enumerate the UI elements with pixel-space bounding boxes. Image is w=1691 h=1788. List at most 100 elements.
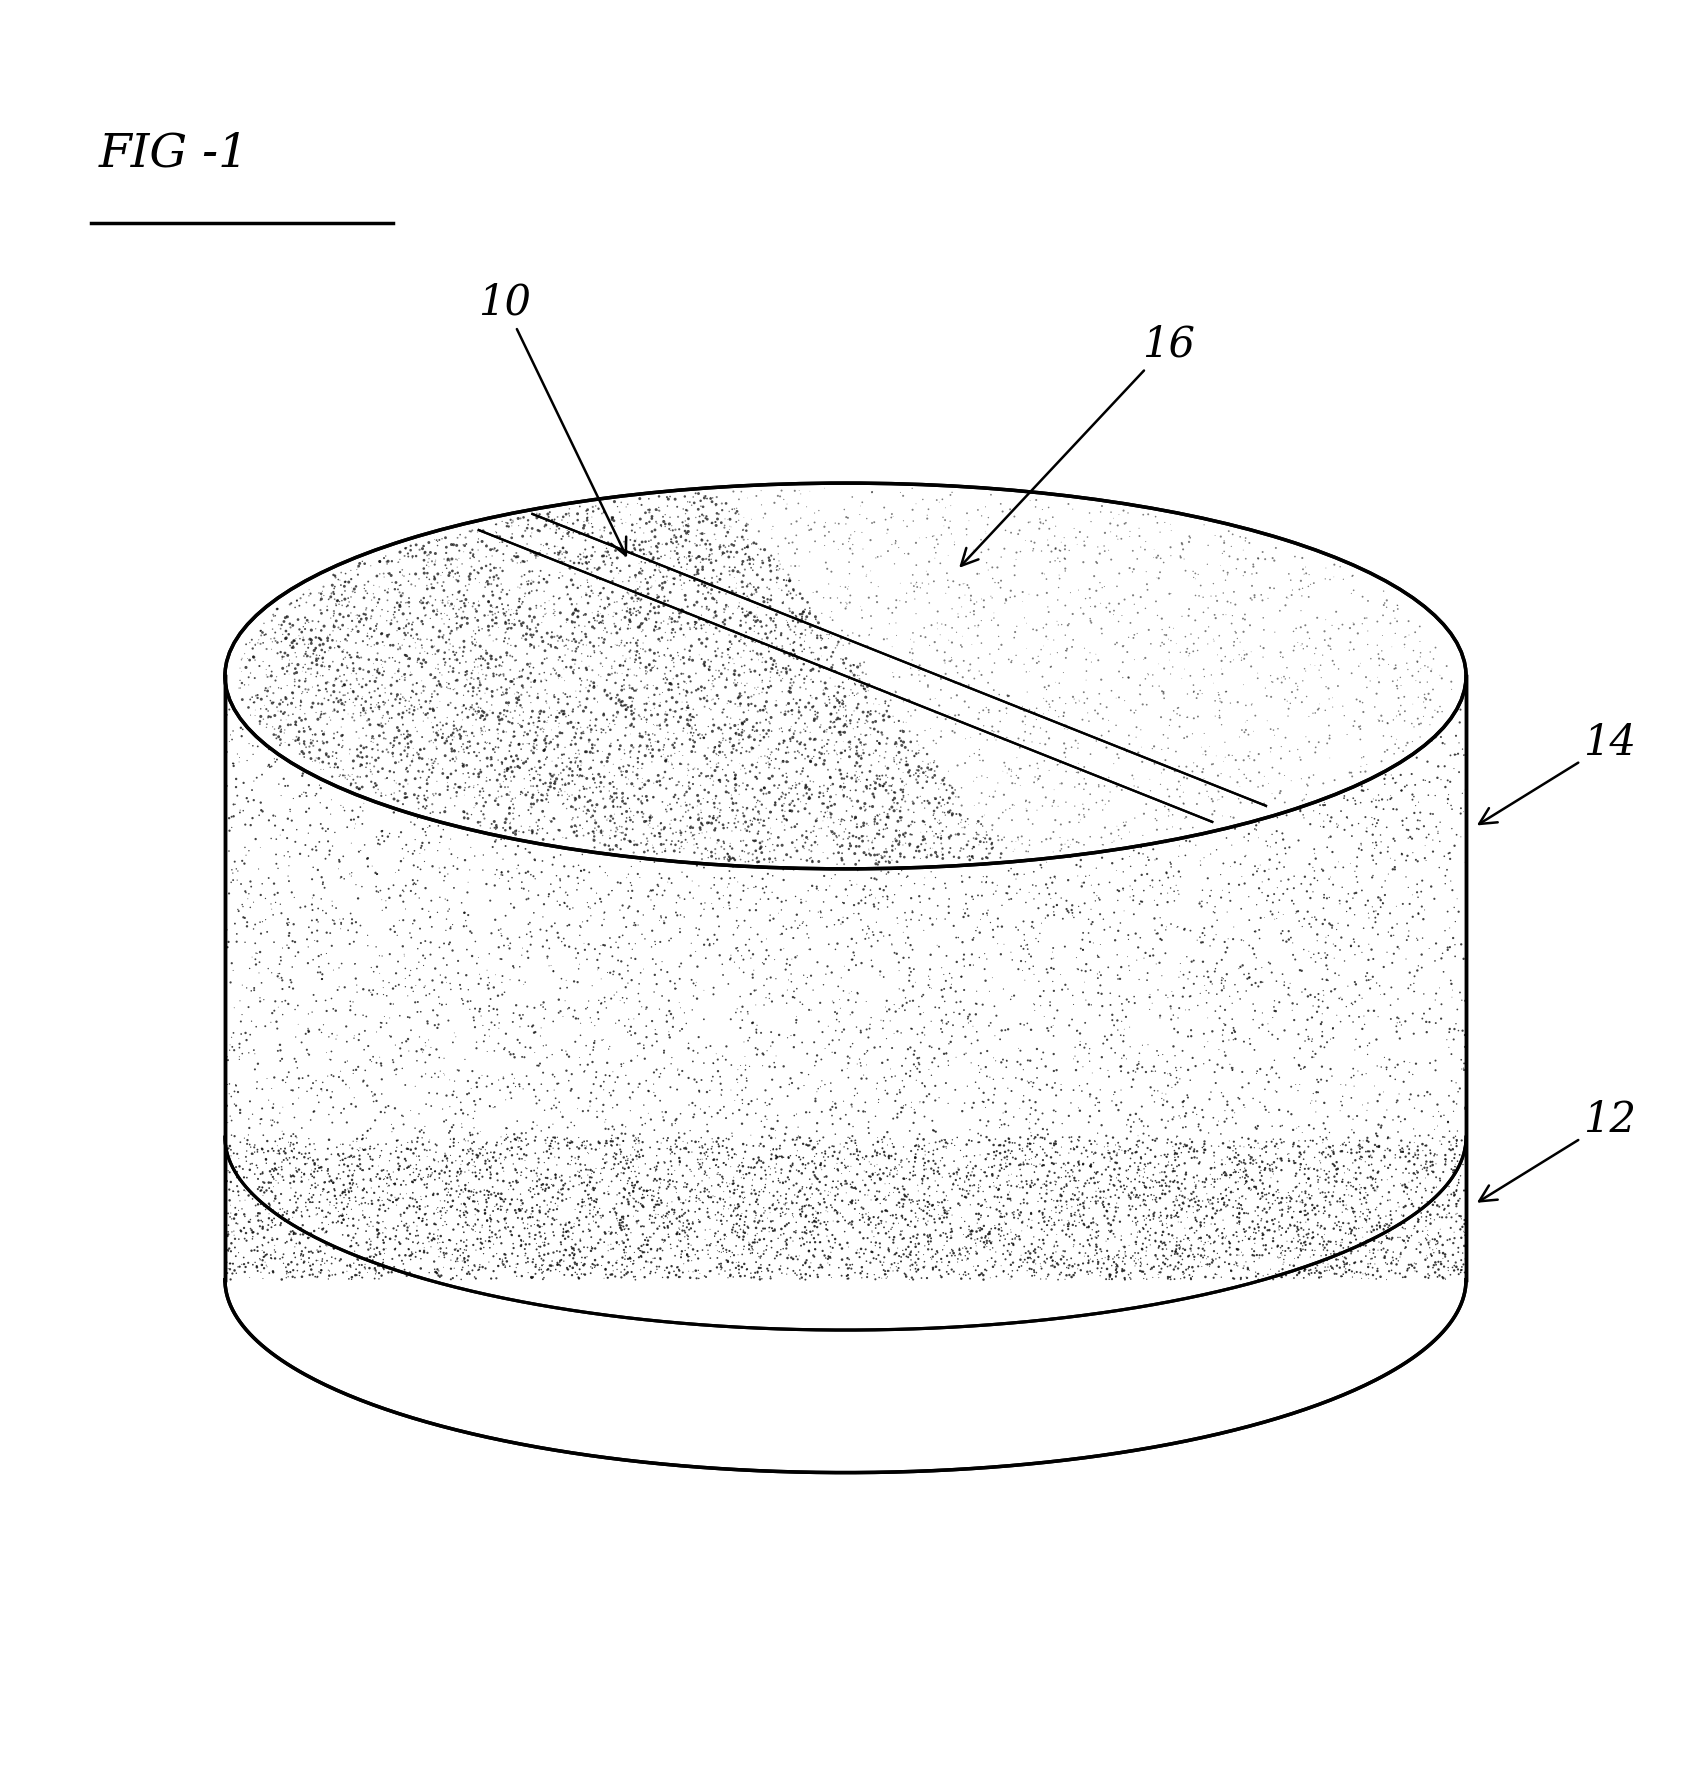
Point [666, 515, 693, 544]
Point [688, 1123, 715, 1151]
Point [355, 1212, 382, 1241]
Point [1388, 806, 1415, 835]
Point [1118, 1118, 1145, 1146]
Point [1113, 1164, 1140, 1193]
Point [945, 1155, 972, 1184]
Point [832, 1128, 859, 1157]
Point [575, 819, 602, 848]
Point [570, 601, 597, 629]
Point [1392, 1191, 1419, 1219]
Point [575, 726, 602, 755]
Point [1084, 1253, 1111, 1282]
Point [357, 758, 384, 787]
Point [1165, 1248, 1192, 1277]
Point [1143, 1125, 1170, 1153]
Point [1152, 1230, 1179, 1259]
Point [482, 756, 509, 785]
Point [1072, 1169, 1099, 1198]
Point [830, 976, 857, 1005]
Point [690, 683, 717, 712]
Point [556, 781, 583, 810]
Point [1033, 871, 1060, 899]
Point [1010, 1134, 1037, 1162]
Point [773, 946, 800, 974]
Point [1387, 1025, 1414, 1053]
Point [531, 1219, 558, 1248]
Point [720, 808, 747, 837]
Point [1329, 853, 1356, 881]
Point [813, 737, 840, 765]
Point [423, 735, 450, 763]
Point [609, 983, 636, 1012]
Point [213, 1091, 240, 1119]
Point [852, 710, 879, 738]
Point [1003, 545, 1030, 574]
Point [507, 570, 534, 599]
Point [1047, 960, 1074, 989]
Point [545, 1069, 572, 1098]
Point [340, 1057, 367, 1085]
Point [1333, 1250, 1360, 1278]
Point [864, 726, 891, 755]
Point [222, 848, 249, 876]
Point [555, 1128, 582, 1157]
Point [911, 613, 939, 642]
Point [250, 1223, 277, 1252]
Point [795, 876, 822, 905]
Point [1329, 565, 1356, 594]
Point [284, 1257, 311, 1286]
Point [419, 1159, 446, 1187]
Point [822, 1185, 849, 1214]
Point [802, 1153, 829, 1182]
Point [1218, 647, 1245, 676]
Point [917, 1221, 944, 1250]
Point [1338, 1257, 1365, 1286]
Point [555, 1255, 582, 1284]
Point [364, 980, 391, 1008]
Point [391, 1155, 418, 1184]
Point [1419, 1241, 1446, 1269]
Point [602, 683, 629, 712]
Point [321, 696, 348, 724]
Point [1133, 1191, 1160, 1219]
Point [465, 694, 492, 722]
Point [1447, 1126, 1475, 1155]
Point [1348, 939, 1375, 967]
Point [1272, 762, 1299, 790]
Point [306, 624, 333, 653]
Point [389, 556, 416, 585]
Point [1348, 1143, 1375, 1171]
Point [242, 663, 269, 692]
Point [1060, 515, 1087, 544]
Point [279, 806, 306, 835]
Point [1327, 1262, 1354, 1291]
Point [671, 780, 698, 808]
Point [1234, 706, 1261, 735]
Point [355, 853, 382, 881]
Point [1126, 679, 1153, 708]
Point [1197, 881, 1224, 910]
Point [960, 536, 988, 565]
Point [369, 1261, 396, 1289]
Point [443, 531, 470, 560]
Point [504, 753, 531, 781]
Point [419, 633, 446, 662]
Point [881, 796, 908, 824]
Point [954, 1143, 981, 1171]
Point [1316, 1164, 1343, 1193]
Point [859, 951, 886, 980]
Point [495, 708, 523, 737]
Point [747, 535, 774, 563]
Point [810, 1143, 837, 1171]
Point [411, 1237, 438, 1266]
Point [323, 1021, 350, 1050]
Point [1119, 1057, 1146, 1085]
Point [896, 1241, 923, 1269]
Point [700, 620, 727, 649]
Point [1077, 822, 1104, 851]
Point [648, 810, 675, 839]
Point [773, 1210, 800, 1239]
Point [994, 688, 1021, 717]
Point [321, 819, 348, 848]
Point [1170, 1234, 1197, 1262]
